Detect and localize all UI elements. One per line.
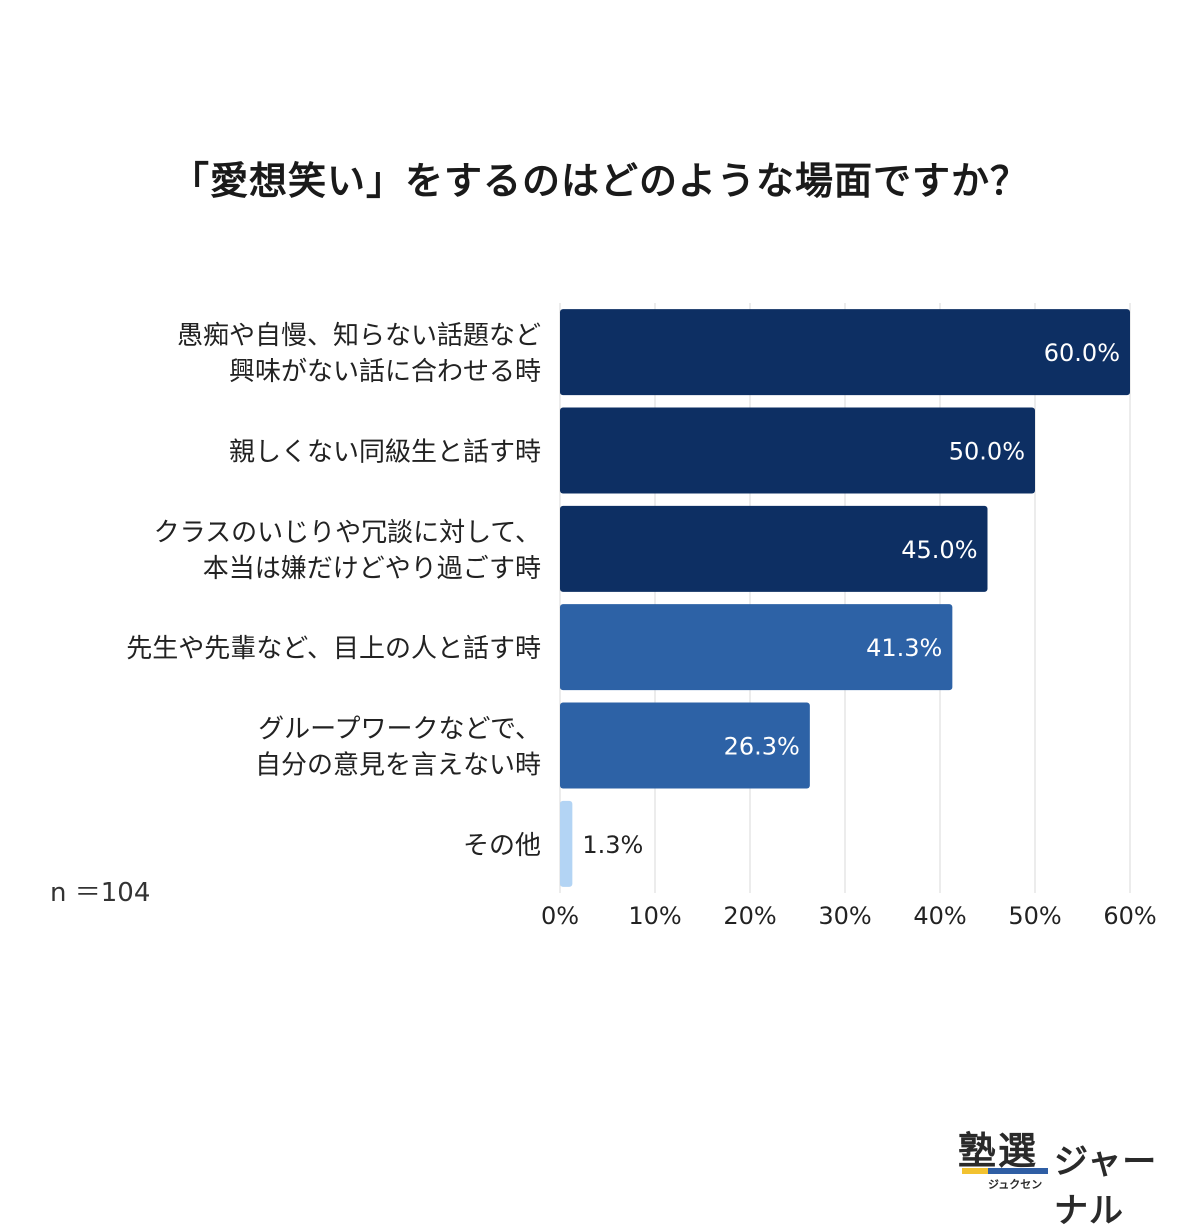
x-tick-label: 60% — [1103, 902, 1156, 930]
bar — [560, 309, 1130, 396]
x-tick-label: 0% — [541, 902, 579, 930]
sample-size-note: n ＝104 — [50, 878, 151, 908]
logo-text: ジャーナル — [1054, 1142, 1158, 1231]
bar-value-label: 26.3% — [724, 733, 800, 761]
category-label: 興味がない話に合わせる時 — [229, 357, 541, 387]
logo-underline-accent — [962, 1168, 988, 1174]
bar — [560, 800, 573, 887]
category-label: 親しくない同級生と話す時 — [229, 438, 541, 468]
chart-title: 「愛想笑い」をするのはどのような場面ですか？ — [170, 159, 1029, 203]
bar-value-label: 45.0% — [901, 536, 977, 564]
brand-logo: 塾選 ジュクセン ジャーナル — [958, 1120, 1188, 1231]
bar-value-label: 41.3% — [866, 634, 942, 662]
bar-value-label: 60.0% — [1044, 339, 1120, 367]
logo-ruby: ジュクセン — [988, 1178, 1043, 1191]
bar-value-label: 1.3% — [582, 831, 643, 859]
x-tick-label: 40% — [913, 902, 966, 930]
x-tick-label: 50% — [1008, 902, 1061, 930]
logo-mark: 塾選 — [958, 1129, 1039, 1173]
category-label: 自分の意見を言えない時 — [255, 751, 541, 781]
bar — [560, 604, 953, 691]
category-label: クラスのいじりや冗談に対して、 — [154, 518, 541, 548]
bar-value-label: 50.0% — [949, 438, 1025, 466]
category-label: その他 — [463, 831, 541, 861]
bar-chart: 0% 10% 20% 30% 40% 50% 60% 60.0% 愚痴や自慢、知らない話題など興… — [126, 303, 1157, 930]
logo-underline — [962, 1168, 1048, 1174]
bar — [560, 702, 810, 789]
category-label: 愚痴や自慢、知らない話題など — [177, 321, 541, 351]
category-label: 先生や先輩など、目上の人と話す時 — [126, 634, 541, 664]
x-tick-label: 10% — [628, 902, 681, 930]
x-tick-label: 20% — [723, 902, 776, 930]
x-tick-label: 30% — [818, 902, 871, 930]
bar — [560, 505, 988, 592]
bar — [560, 407, 1035, 494]
category-label: グループワークなどで、 — [258, 715, 541, 745]
category-label: 本当は嫌だけどやり過ごす時 — [203, 554, 541, 584]
